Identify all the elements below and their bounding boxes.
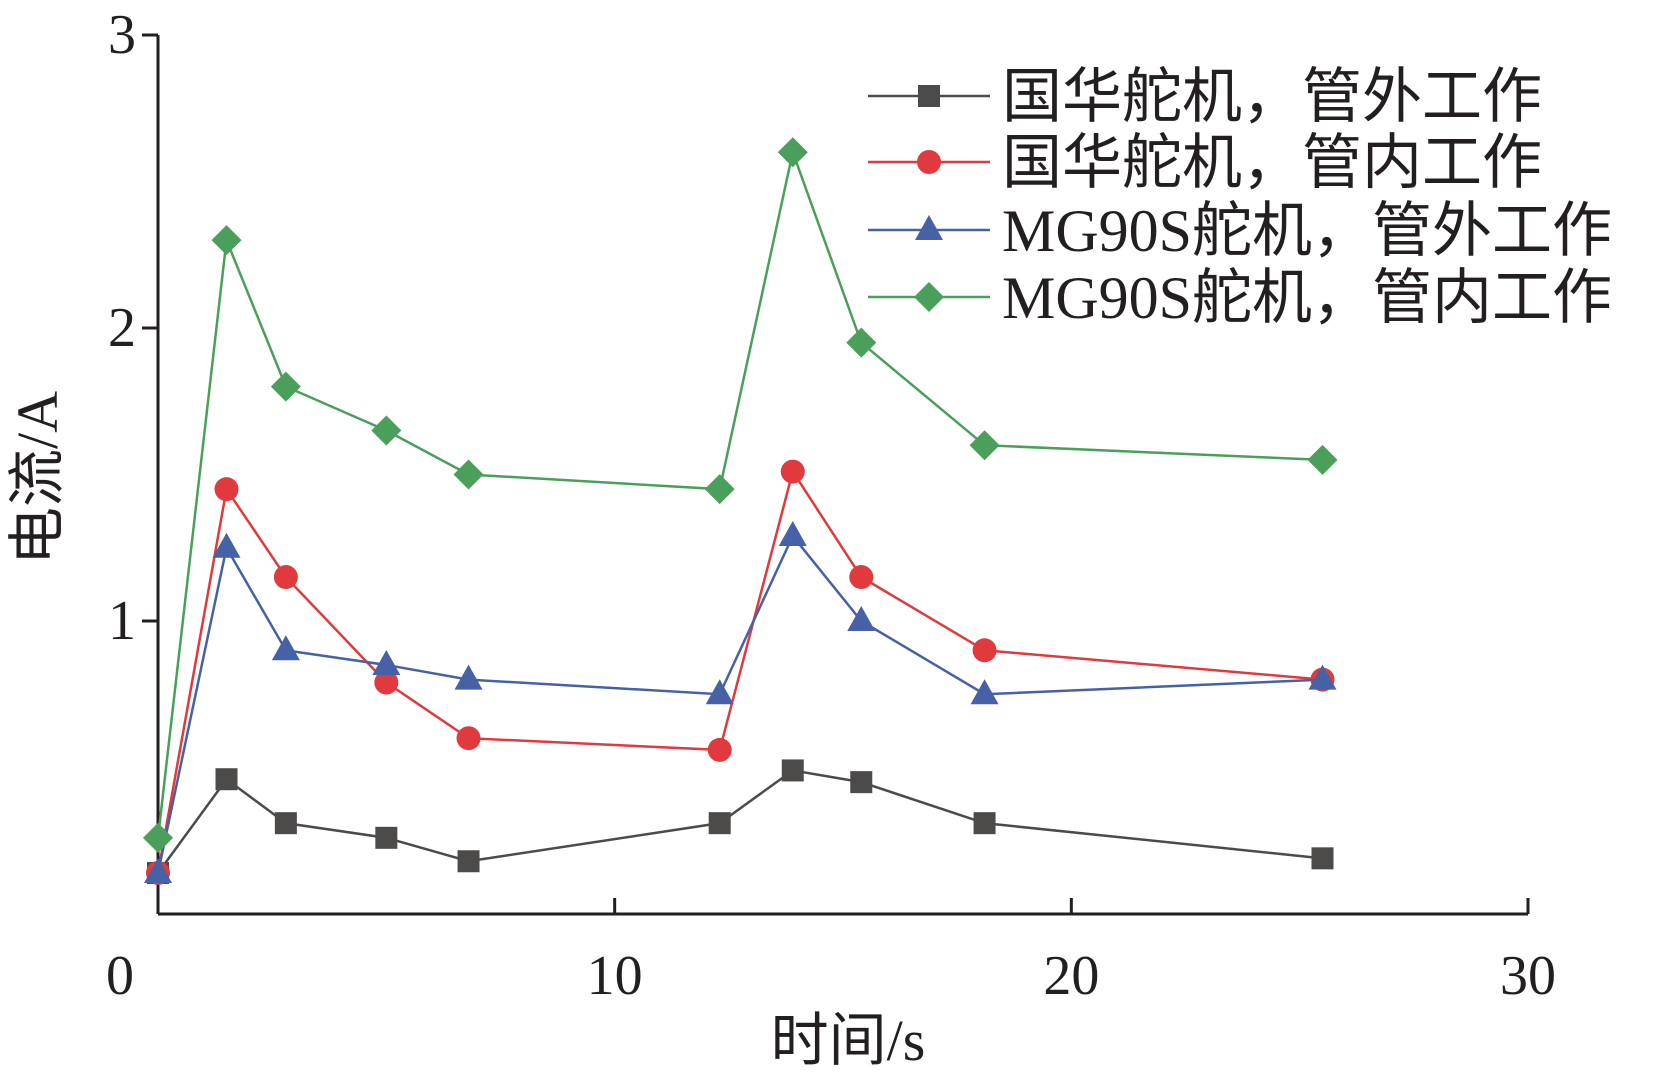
x-tick-label: 30 bbox=[1500, 945, 1556, 1007]
legend-entry: 国华舵机，管内工作 bbox=[868, 130, 1542, 196]
data-point bbox=[212, 532, 241, 558]
data-point bbox=[456, 726, 481, 751]
data-point bbox=[375, 826, 398, 849]
data-point bbox=[973, 812, 996, 835]
data-point bbox=[143, 822, 173, 853]
series-line bbox=[156, 533, 1323, 874]
data-point bbox=[778, 521, 807, 547]
data-point bbox=[372, 649, 401, 675]
data-point bbox=[705, 679, 734, 705]
data-point bbox=[374, 670, 399, 695]
data-point bbox=[969, 430, 1000, 461]
data-point bbox=[704, 474, 735, 505]
data-point bbox=[454, 664, 483, 690]
data-point bbox=[781, 759, 804, 782]
y-tick-label: 1 bbox=[108, 590, 136, 652]
data-point bbox=[972, 638, 997, 663]
data-point bbox=[847, 606, 876, 631]
legend-marker bbox=[917, 150, 941, 174]
data-point bbox=[846, 327, 877, 358]
x-tick-label: 20 bbox=[1043, 945, 1099, 1007]
x-tick-label: 10 bbox=[587, 945, 643, 1007]
data-point bbox=[970, 679, 999, 705]
data-point bbox=[271, 635, 300, 661]
series-1 bbox=[147, 759, 1334, 884]
series-group bbox=[143, 137, 1338, 885]
series-line bbox=[156, 147, 1323, 838]
data-point bbox=[849, 565, 874, 590]
series-line bbox=[156, 769, 1323, 874]
data-point bbox=[215, 768, 238, 791]
legend-marker bbox=[918, 85, 940, 107]
data-point bbox=[270, 371, 301, 402]
data-point bbox=[1311, 847, 1334, 870]
legend: 国华舵机，管外工作国华舵机，管内工作MG90S舵机，管外工作MG90S舵机，管内… bbox=[868, 64, 1612, 331]
y-tick-label: 3 bbox=[108, 4, 136, 66]
data-point bbox=[273, 565, 298, 590]
y-axis-label: 电流/A bbox=[5, 391, 70, 565]
y-tick-label: 2 bbox=[108, 297, 136, 359]
data-point bbox=[780, 459, 805, 484]
series-2 bbox=[146, 459, 1335, 885]
legend-marker bbox=[915, 215, 943, 240]
legend-label: 国华舵机，管外工作 bbox=[1002, 64, 1542, 130]
data-point bbox=[708, 812, 731, 835]
series-3 bbox=[144, 521, 1337, 883]
axes: 0 10 20 30 1 2 3 bbox=[106, 4, 1556, 1007]
data-point bbox=[274, 812, 297, 835]
data-point bbox=[707, 737, 732, 762]
x-axis-label: 时间/s bbox=[771, 1008, 926, 1073]
data-point bbox=[457, 850, 480, 873]
legend-label: MG90S舵机，管外工作 bbox=[1002, 198, 1612, 264]
legend-label: 国华舵机，管内工作 bbox=[1002, 130, 1542, 196]
data-point bbox=[371, 415, 402, 446]
data-point bbox=[777, 137, 808, 168]
series-line bbox=[156, 468, 1323, 874]
legend-label: MG90S舵机，管内工作 bbox=[1002, 265, 1612, 331]
data-point bbox=[1308, 664, 1337, 690]
legend-marker bbox=[914, 282, 944, 312]
data-point bbox=[211, 225, 242, 256]
data-point bbox=[214, 477, 239, 502]
legend-entry: MG90S舵机，管外工作 bbox=[868, 198, 1612, 264]
data-point bbox=[850, 771, 873, 794]
legend-entry: MG90S舵机，管内工作 bbox=[868, 265, 1612, 331]
x-tick-label: 0 bbox=[106, 945, 134, 1007]
series-4 bbox=[143, 137, 1338, 853]
data-point bbox=[453, 459, 484, 490]
data-point bbox=[144, 857, 172, 883]
legend-entry: 国华舵机，管外工作 bbox=[868, 64, 1542, 130]
data-point bbox=[1307, 444, 1338, 475]
